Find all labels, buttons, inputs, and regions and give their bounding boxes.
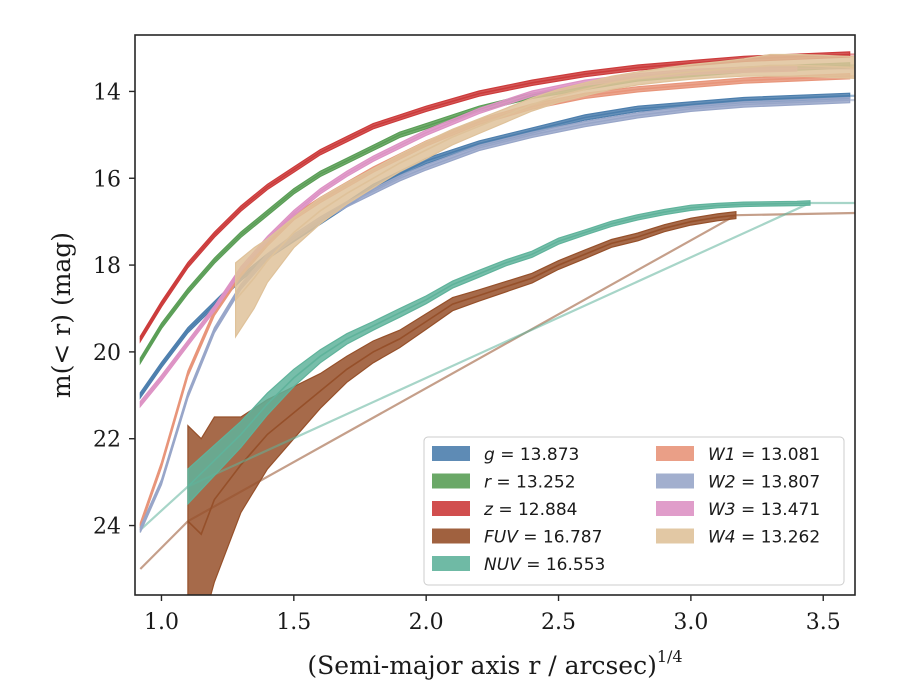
x-tick-label: 3.0 (673, 610, 708, 635)
legend-swatch-z (432, 501, 470, 516)
series-w4-band (235, 53, 855, 339)
legend-label-w1: W1 = 13.081 (708, 445, 820, 465)
legend-label-w2: W2 = 13.807 (708, 473, 820, 493)
legend-label-w4: W4 = 13.262 (708, 528, 820, 548)
y-tick-label: 24 (93, 515, 121, 540)
axis-ticks: 1.0 1.5 2.0 2.5 3.0 3.5 14 16 18 20 22 24 (93, 80, 841, 635)
series-nuv (139, 200, 855, 531)
x-tick-label: 2.5 (541, 610, 576, 635)
legend-box (423, 436, 845, 586)
legend-label-z: z = 12.884 (483, 500, 577, 520)
axes-frame (134, 34, 856, 596)
series-bands (139, 51, 855, 595)
y-tick-label: 20 (93, 341, 121, 366)
series-z-line (139, 53, 850, 340)
legend-swatch-r (432, 473, 470, 489)
legend-label-nuv: NUV = 16.553 (484, 555, 605, 575)
series-w4-line (234, 64, 855, 301)
legend-swatch-w1 (656, 446, 694, 461)
legend-label-w3: W3 = 13.471 (708, 500, 820, 520)
legend-swatch-fuv (432, 528, 470, 544)
legend-label-r: r = 13.252 (484, 473, 576, 493)
series-fuv-line (187, 214, 736, 536)
series-fuv-band (187, 211, 737, 595)
y-tick-label: 16 (93, 167, 121, 192)
legend-label-fuv: FUV = 16.787 (484, 528, 602, 548)
x-tick-label: 1.0 (144, 610, 179, 635)
series-w4 (234, 53, 855, 339)
x-axis-label-exponent: 1/4 (657, 647, 683, 666)
series-nuv-line (187, 202, 811, 488)
y-tick-label: 22 (93, 428, 121, 453)
legend-swatch-w2 (656, 473, 694, 489)
legend-swatch-w4 (656, 528, 694, 544)
series-nuv-extension (139, 201, 855, 531)
series-nuv-band (187, 200, 811, 506)
y-tick-label: 18 (93, 254, 121, 279)
x-tick-label: 1.5 (276, 610, 311, 635)
x-axis-label: (Semi-major axis r / arcsec)1/4 (307, 647, 682, 680)
x-tick-label: 3.5 (806, 610, 841, 635)
legend-swatch-w3 (656, 501, 694, 516)
series-w2-line (139, 99, 850, 531)
y-axis-label: m(< r) (mag) (47, 232, 76, 398)
legend-swatch-g (432, 446, 470, 461)
y-tick-label: 14 (93, 80, 121, 105)
series-fuv (139, 211, 855, 595)
series-fuv-extension (139, 211, 855, 570)
legend: g = 13.873 r = 13.252 z = 12.884 FUV = 16.7… (423, 436, 845, 586)
legend-label-g: g = 13.873 (484, 445, 579, 465)
legend-swatch-nuv (432, 556, 470, 571)
x-tick-label: 2.0 (409, 610, 444, 635)
